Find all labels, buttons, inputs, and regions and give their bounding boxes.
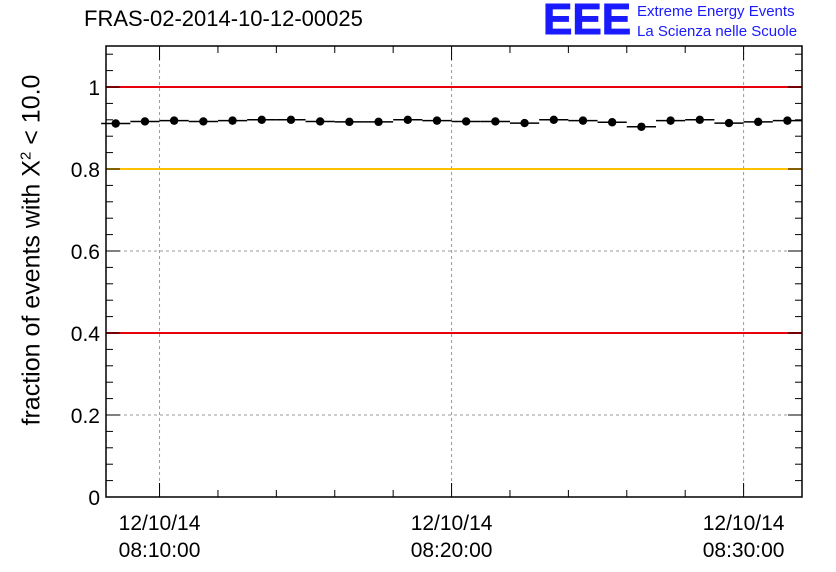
x-tick-label-date: 12/10/14 <box>703 512 785 535</box>
data-point <box>374 117 383 127</box>
data-point <box>257 115 266 125</box>
data-point <box>315 117 325 126</box>
data-point <box>578 116 588 125</box>
data-point <box>753 117 763 127</box>
plot-frame <box>105 45 803 498</box>
y-tick-label: 0.4 <box>71 323 101 346</box>
data-point <box>607 118 617 127</box>
data-point <box>228 116 237 125</box>
y-tick-label: 0.8 <box>71 159 100 182</box>
data-point <box>111 119 120 128</box>
tick-labels: 0 0.2 0.4 0.6 0.8 1 12/10/14 08:10:00 12/10/14 08… <box>71 77 785 562</box>
data-point <box>461 117 471 126</box>
data-point <box>666 116 675 125</box>
logo-line-1: Extreme Energy Events <box>637 3 795 20</box>
data-point <box>491 117 500 126</box>
x-tick-label-date: 12/10/14 <box>411 512 493 535</box>
data-point <box>549 115 558 125</box>
reference-lines <box>106 86 802 334</box>
data-point <box>724 118 734 128</box>
logo-line-2: La Scienza nelle Scuole <box>637 23 798 40</box>
eee-logo: EEE Extreme Energy Events La Scienza nel… <box>542 0 833 46</box>
data-series <box>101 115 802 131</box>
data-point <box>169 116 179 125</box>
data-point <box>783 116 792 125</box>
data-point <box>520 118 529 128</box>
data-point <box>637 122 646 131</box>
logo-mark: EEE <box>542 0 632 44</box>
data-point <box>403 115 412 125</box>
y-tick-label: 0.2 <box>71 405 100 428</box>
y-tick-label: 0 <box>88 487 100 510</box>
data-point <box>286 115 296 125</box>
data-point <box>432 116 442 125</box>
data-point <box>140 117 150 126</box>
x-tick-label-time: 08:30:00 <box>703 539 785 562</box>
x-tick-label-time: 08:20:00 <box>411 539 493 562</box>
axis-ticks <box>106 46 803 498</box>
chart-title: FRAS-02-2014-10-12-00025 <box>84 6 363 31</box>
x-tick-label-time: 08:10:00 <box>119 539 201 562</box>
data-point <box>695 115 704 125</box>
y-tick-label: 1 <box>88 77 100 100</box>
x-tick-label-date: 12/10/14 <box>119 512 201 535</box>
y-tick-label: 0.6 <box>71 241 100 264</box>
grid-layer <box>106 46 802 497</box>
data-point <box>199 117 208 126</box>
data-point <box>345 117 354 127</box>
